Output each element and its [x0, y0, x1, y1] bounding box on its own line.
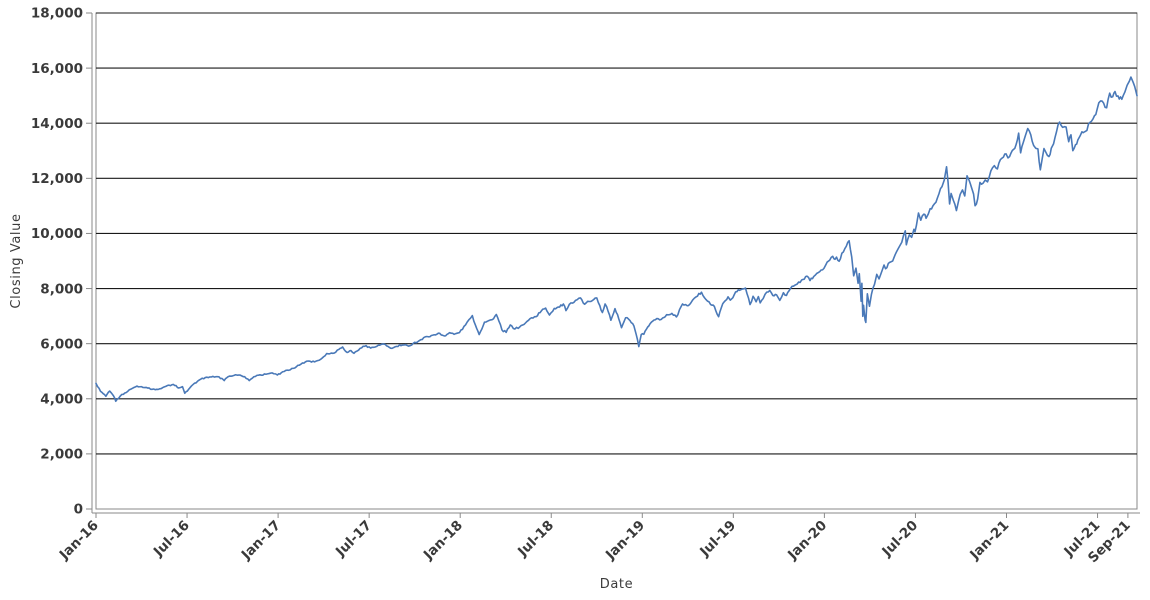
y-axis-title: Closing Value [9, 213, 24, 308]
plot-frame [91, 12, 1140, 514]
y-tick-label: 14,000 [31, 116, 83, 132]
series-line-closing-value [95, 76, 1138, 403]
y-tick-label: 16,000 [31, 61, 83, 77]
gridlines [96, 12, 1137, 455]
plot-border [95, 12, 1138, 510]
y-tick-label: 4,000 [40, 392, 83, 408]
y-tick-label: 10,000 [31, 226, 83, 242]
y-tick-label: 18,000 [31, 6, 83, 22]
y-tick-label: 0 [74, 502, 83, 518]
y-tick-label: 2,000 [40, 447, 83, 463]
y-tick-label: 8,000 [40, 281, 83, 297]
x-axis-title: Date [600, 577, 633, 592]
y-axis: 0 2,000 4,000 6,000 8,000 10,000 12,000 14,000 1… [31, 6, 92, 518]
y-tick-label: 12,000 [31, 171, 83, 187]
y-tick-label: 6,000 [40, 336, 83, 352]
